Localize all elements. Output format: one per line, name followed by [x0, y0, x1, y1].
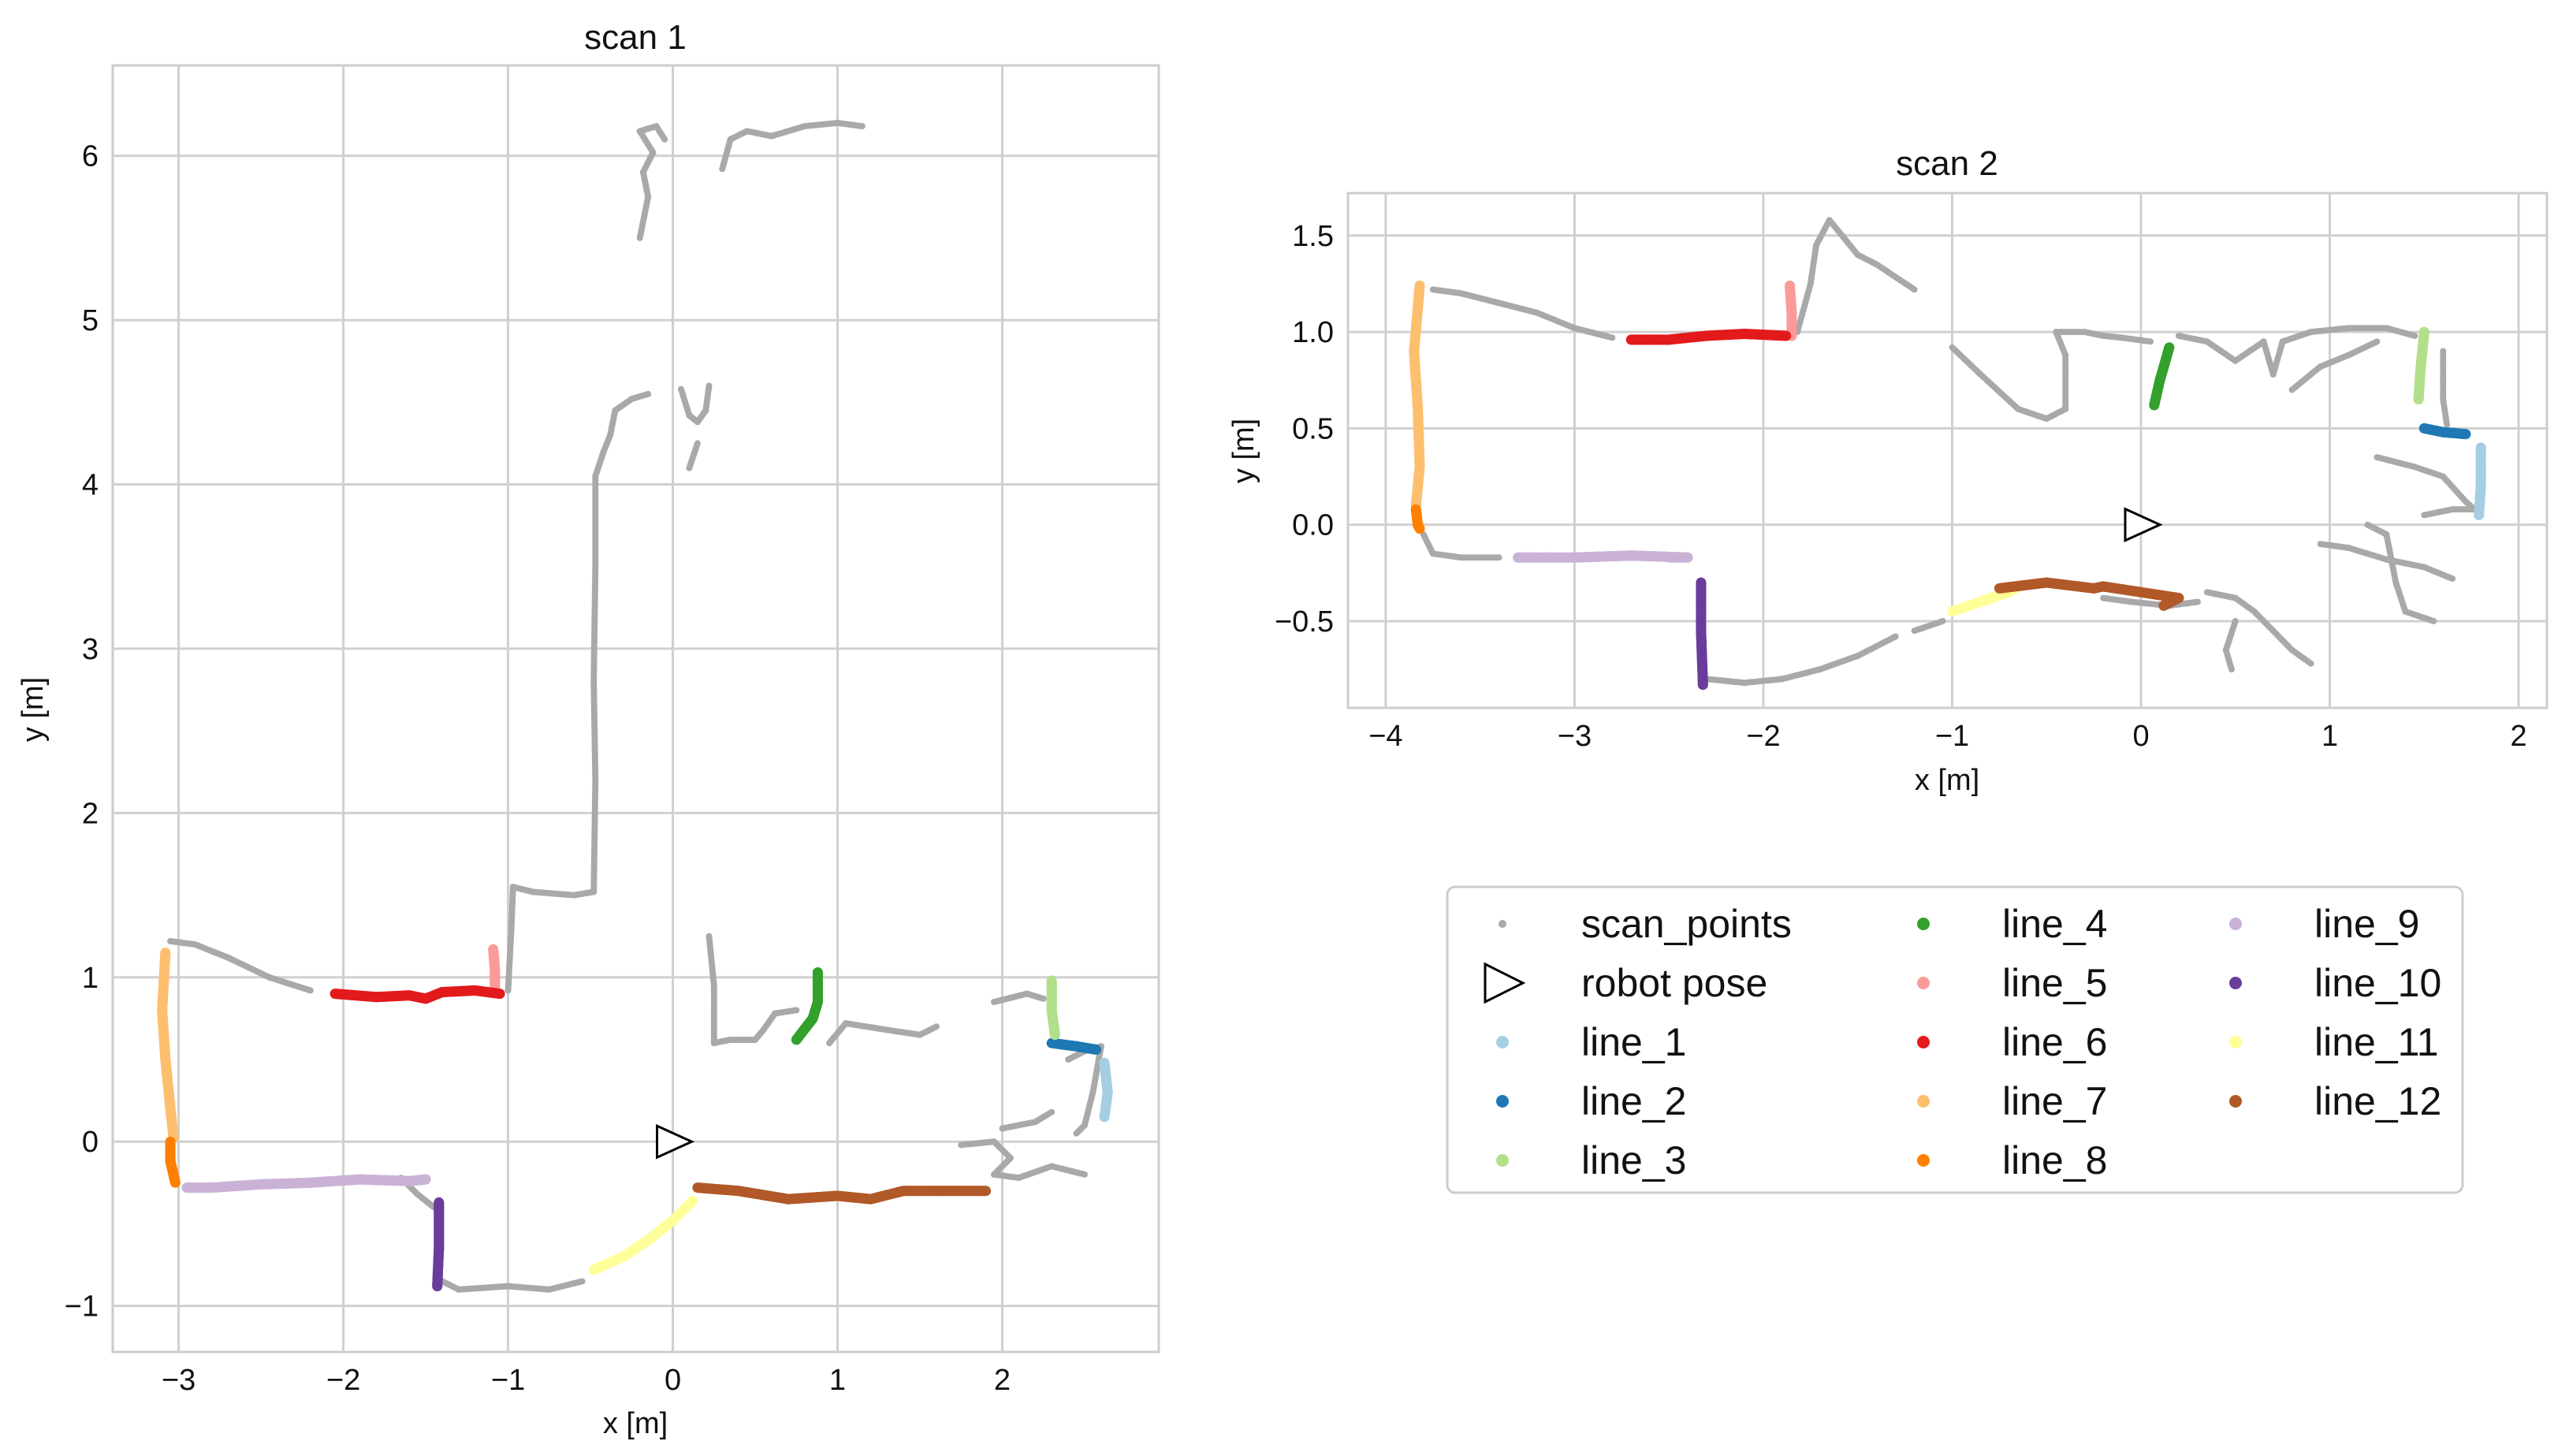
data-point: [1939, 617, 1946, 624]
series-line-4-scan-1: [791, 967, 823, 1045]
data-point: [1073, 1130, 1080, 1137]
axes-frame-scan-2: [1346, 192, 2549, 709]
data-point: [579, 1278, 586, 1285]
data-points-scan-1: [157, 120, 1113, 1293]
x-tick-label: −3: [162, 1364, 195, 1397]
data-point: [420, 1174, 431, 1185]
data-point: [645, 390, 652, 397]
y-tick-label: 0.5: [1292, 412, 1334, 445]
x-tick-label: −1: [491, 1364, 525, 1397]
y-tick-label: 0.0: [1292, 509, 1334, 542]
chart-title-scan-1: scan 1: [584, 18, 687, 57]
x-tick-label: 2: [994, 1364, 1011, 1397]
series-line-12-scan-1: [692, 1182, 992, 1205]
data-point: [1414, 523, 1425, 534]
data-point: [1781, 330, 1792, 341]
y-tick-label: 4: [82, 468, 99, 501]
series-scan-points-scan-1: [167, 120, 1104, 1293]
x-tick-label: −1: [1935, 720, 1969, 753]
data-point: [494, 989, 505, 1000]
data-point: [793, 1007, 800, 1014]
series-line-11-scan-1: [588, 1195, 698, 1275]
data-point: [1082, 1171, 1088, 1178]
data-point: [488, 944, 499, 955]
data-point: [2194, 598, 2201, 605]
y-tick-label: 0: [82, 1126, 99, 1159]
data-point: [1911, 286, 1918, 293]
series-line-9-scan-1: [181, 1174, 431, 1193]
y-tick-label: 1.5: [1292, 220, 1334, 253]
x-tick-label: −4: [1368, 720, 1402, 753]
series-line-6-scan-1: [330, 985, 505, 1004]
tick-labels-scan-1: −3 −2 −1 0 1 2 −1 0 1 2 3 4 5 6: [65, 140, 1011, 1397]
x-tick-label: 0: [2132, 720, 2149, 753]
data-point: [1663, 552, 1674, 563]
x-tick-label: 0: [665, 1364, 681, 1397]
x-tick-label: −2: [326, 1364, 360, 1397]
data-point: [2468, 506, 2475, 513]
data-point: [2411, 333, 2418, 339]
y-tick-label: 5: [82, 304, 99, 337]
series-line-5-scan-1: [488, 944, 501, 996]
data-point: [2474, 509, 2485, 520]
data-point: [1049, 1030, 1060, 1041]
series-line-3-scan-1: [1046, 975, 1060, 1041]
data-point: [2374, 338, 2381, 345]
subplot-scan-1: −3 −2 −1 0 1 2 −1 0 1 2 3 4 5 6 scan 1 x [m] y [m]: [17, 18, 1160, 1440]
data-point: [687, 1195, 698, 1206]
data-point: [307, 987, 314, 994]
data-point: [2460, 429, 2471, 440]
x-axis-label-scan-1: x [m]: [603, 1407, 668, 1440]
data-point: [2147, 338, 2154, 345]
y-tick-label: 6: [82, 140, 99, 173]
data-point: [694, 440, 701, 447]
x-tick-label: 2: [2511, 720, 2527, 753]
data-point: [1892, 633, 1899, 640]
y-axis-label-scan-1: y [m]: [17, 677, 50, 742]
x-tick-label: 1: [2321, 720, 2338, 753]
data-point: [2449, 575, 2456, 583]
subplot-scan-2: −4 −3 −2 −1 0 1 2−0.50.00.51.01.5 scan 2 x [m]…: [1227, 144, 2549, 797]
y-tick-label: 1.0: [1292, 316, 1334, 349]
data-point: [1091, 1045, 1102, 1055]
data-point: [1048, 1108, 1056, 1115]
data-point: [2418, 326, 2429, 337]
data-point: [933, 1023, 940, 1030]
data-point: [812, 967, 823, 977]
series-line-2-scan-1: [1046, 1037, 1102, 1055]
x-tick-label: −2: [1746, 720, 1780, 753]
y-tick-label: 1: [82, 962, 99, 995]
data-point: [1495, 554, 1502, 561]
series-line-7-scan-1: [157, 948, 179, 1144]
series-line-8-scan-1: [165, 1136, 181, 1188]
data-point: [169, 1177, 181, 1188]
y-tick-label: 3: [82, 633, 99, 666]
data-point: [1099, 1112, 1110, 1123]
x-tick-label: −3: [1558, 720, 1592, 753]
series-line-1-scan-1: [1099, 1057, 1113, 1123]
y-tick-label: 2: [82, 797, 99, 830]
data-point: [661, 136, 668, 143]
data-point: [1609, 334, 1616, 341]
data-point: [1785, 280, 1795, 291]
series-line-10-scan-1: [432, 1197, 445, 1292]
data-point: [2228, 666, 2235, 673]
data-point: [432, 1281, 443, 1292]
data-point: [2164, 342, 2175, 353]
data-point: [1040, 995, 1047, 1002]
data-point: [2430, 617, 2437, 624]
data-point: [981, 1186, 992, 1197]
data-point: [858, 123, 866, 130]
x-tick-label: 1: [829, 1364, 846, 1397]
data-point: [2444, 421, 2451, 428]
axes-frame-scan-1: [111, 64, 1160, 1354]
data-point: [1697, 680, 1708, 691]
y-tick-label: −1: [65, 1290, 99, 1324]
y-tick-label: −0.5: [1275, 605, 1334, 639]
data-point: [706, 382, 713, 389]
data-point: [2307, 660, 2314, 667]
